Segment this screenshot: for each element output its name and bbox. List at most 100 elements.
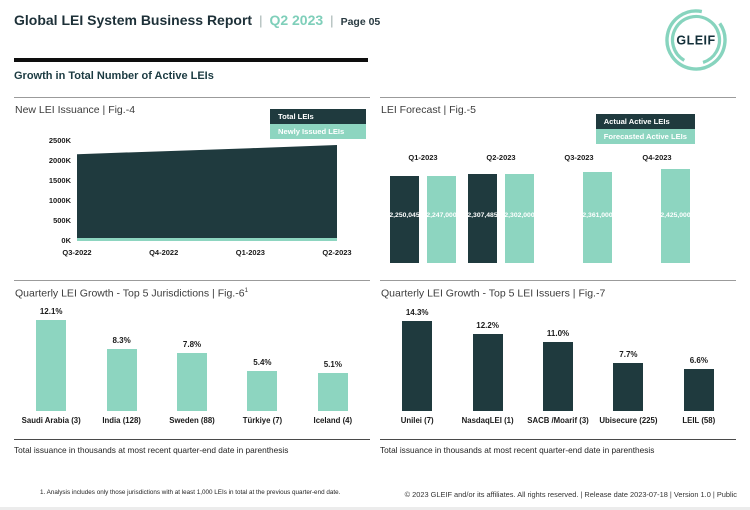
fig5-legend: Actual Active LEIs Forecasted Active LEI… xyxy=(595,114,695,144)
bar-value-label: 2,425,000 xyxy=(660,212,691,219)
section-title: Growth in Total Number of Active LEIs xyxy=(14,70,214,82)
fig6-title-footnote-marker: 1 xyxy=(244,287,249,294)
fig4-title: New LEI Issuance | Fig.-4 xyxy=(15,104,136,116)
bar-value-label: 14.3% xyxy=(405,307,429,317)
total-leis-area xyxy=(77,145,337,241)
page-number: Page 05 xyxy=(340,16,381,28)
panel-new-lei-issuance: New LEI Issuance | Fig.-4 Total LEIs New… xyxy=(14,97,370,278)
forecast-bar: 2,302,000 xyxy=(504,173,535,263)
copyright-footer: © 2023 GLEIF and/or its affiliates. All … xyxy=(404,490,737,499)
forecast-bar: 2,247,000 xyxy=(426,175,457,263)
bar xyxy=(317,372,348,411)
y-axis-tick-label: 0K xyxy=(61,236,71,245)
bar-group: 2,425,000 xyxy=(624,169,691,263)
y-axis-tick-label: 1000K xyxy=(48,196,71,205)
legend-item-newly-issued-leis: Newly Issued LEIs xyxy=(270,124,366,139)
report-period: Q2 2023 xyxy=(269,12,324,28)
fig6-title: Quarterly LEI Growth - Top 5 Jurisdictio… xyxy=(15,287,248,300)
panel-top5-lei-issuers: Quarterly LEI Growth - Top 5 LEI Issuers… xyxy=(380,280,736,463)
x-axis-tick-label: Q2-2023 xyxy=(322,248,352,257)
x-axis-tick-label: Q1-2023 xyxy=(235,248,265,257)
bar-value-label: 5.1% xyxy=(323,359,342,369)
quarter-label: Q4-2023 xyxy=(642,153,672,162)
gleif-logo: GLEIF xyxy=(664,8,728,72)
bar-category-label: Türkiye (7) xyxy=(242,416,283,425)
bar-value-label: 2,302,000 xyxy=(504,212,535,219)
section-divider-bar xyxy=(14,58,368,62)
footnote: 1. Analysis includes only those jurisdic… xyxy=(40,489,341,496)
x-axis-tick-label: Q3-2022 xyxy=(62,248,92,257)
report-header: Global LEI System Business Report | Q2 2… xyxy=(14,12,380,28)
panel-top5-jurisdictions: Quarterly LEI Growth - Top 5 Jurisdictio… xyxy=(14,280,370,463)
bar-category-label: Ubisecure (225) xyxy=(599,416,658,425)
fig4-legend: Total LEIs Newly Issued LEIs xyxy=(270,109,366,139)
bar-category-label: NasdaqLEI (1) xyxy=(461,416,514,425)
empty-bar-slot xyxy=(624,262,653,263)
bar-column: 6.6% xyxy=(664,356,734,411)
quarter-label: Q3-2023 xyxy=(564,153,594,162)
bar-group: 2,361,000 xyxy=(546,171,613,263)
bar-value-label: 5.4% xyxy=(253,357,272,367)
bar-value-label: 2,361,000 xyxy=(582,212,613,219)
bar-category-label: India (128) xyxy=(102,416,141,425)
bar-value-label: 2,307,485 xyxy=(467,212,498,219)
quarter-label: Q1-2023 xyxy=(408,153,438,162)
bar-column: 5.1% xyxy=(298,360,368,411)
bar xyxy=(472,334,503,411)
bar xyxy=(177,352,208,411)
bar-column: 7.8% xyxy=(157,340,227,411)
bar-value-label: 8.3% xyxy=(112,335,131,345)
bar-column: 5.4% xyxy=(227,357,297,411)
bar xyxy=(106,348,137,411)
fig7-note-divider xyxy=(380,439,736,440)
actual-bar: 2,250,045 xyxy=(389,175,420,263)
fig5-category-labels: Q1-2023 Q2-2023 Q3-2023 Q4-2023 xyxy=(380,153,736,165)
separator: | xyxy=(330,13,334,28)
bar-column: 7.7% xyxy=(593,349,663,411)
fig7-title: Quarterly LEI Growth - Top 5 LEI Issuers… xyxy=(381,287,605,300)
bar-value-label: 2,250,045 xyxy=(389,212,420,219)
fig5-bar-chart: 2,250,045 2,247,000 2,307,485 2,302,000 2,36… xyxy=(380,163,736,263)
bar-group: 2,250,045 2,247,000 xyxy=(389,175,457,263)
legend-item-total-leis: Total LEIs xyxy=(270,109,366,124)
bar-column: 11.0% xyxy=(523,329,593,411)
bar-category-label: LEIL (58) xyxy=(682,416,716,425)
fig6-note-divider xyxy=(14,439,370,440)
bar-value-label: 7.7% xyxy=(619,349,638,359)
fig4-area-chart: 2500K 2000K 1500K 1000K 500K 0K xyxy=(49,136,337,245)
gleif-logo-text: GLEIF xyxy=(676,34,715,48)
bar xyxy=(36,320,67,411)
page-edge xyxy=(0,507,750,510)
bar-category-label: Iceland (4) xyxy=(313,416,353,425)
bar-column: 12.1% xyxy=(16,307,86,411)
bar-value-label: 12.2% xyxy=(476,321,499,331)
legend-item-forecasted-active-leis: Forecasted Active LEIs xyxy=(595,129,695,144)
gleif-logo-icon: GLEIF xyxy=(665,9,727,71)
forecast-bar: 2,425,000 xyxy=(660,169,691,263)
fig7-note: Total issuance in thousands at most rece… xyxy=(380,445,655,455)
separator: | xyxy=(259,13,263,28)
bar-category-label: SACB /Moarif (3) xyxy=(527,416,589,425)
bar-category-label: Sweden (88) xyxy=(169,416,215,425)
y-axis-tick-label: 2000K xyxy=(48,156,71,165)
bar-group: 2,307,485 2,302,000 xyxy=(467,173,535,263)
fig7-title-text: Quarterly LEI Growth - Top 5 LEI Issuers… xyxy=(381,287,606,300)
forecast-bar: 2,361,000 xyxy=(582,171,613,263)
fig5-title: LEI Forecast | Fig.-5 xyxy=(381,104,476,116)
actual-bar: 2,307,485 xyxy=(467,173,498,263)
fig6-bar-chart: 12.1% 8.3% 7.8% 5.4% 5.1% xyxy=(16,307,368,411)
bar-category-label: Saudi Arabia (3) xyxy=(21,416,81,425)
legend-item-actual-active-leis: Actual Active LEIs xyxy=(595,114,695,129)
fig4-x-axis: Q3-2022 Q4-2022 Q1-2023 Q2-2023 xyxy=(62,248,351,260)
bar-value-label: 2,247,000 xyxy=(426,212,457,219)
fig7-category-labels: Unilei (7) NasdaqLEI (1) SACB /Moarif (3) U… xyxy=(382,416,734,425)
bar xyxy=(683,369,714,411)
bar-value-label: 12.1% xyxy=(39,307,63,317)
fig6-note: Total issuance in thousands at most rece… xyxy=(14,445,289,455)
y-axis-tick-label: 500K xyxy=(53,216,71,225)
y-axis-tick-label: 1500K xyxy=(48,176,71,185)
fig7-bar-chart: 14.3% 12.2% 11.0% 7.7% 6.6% xyxy=(382,307,734,411)
newly-issued-leis-area xyxy=(77,238,337,241)
report-title: Global LEI System Business Report xyxy=(14,12,253,28)
